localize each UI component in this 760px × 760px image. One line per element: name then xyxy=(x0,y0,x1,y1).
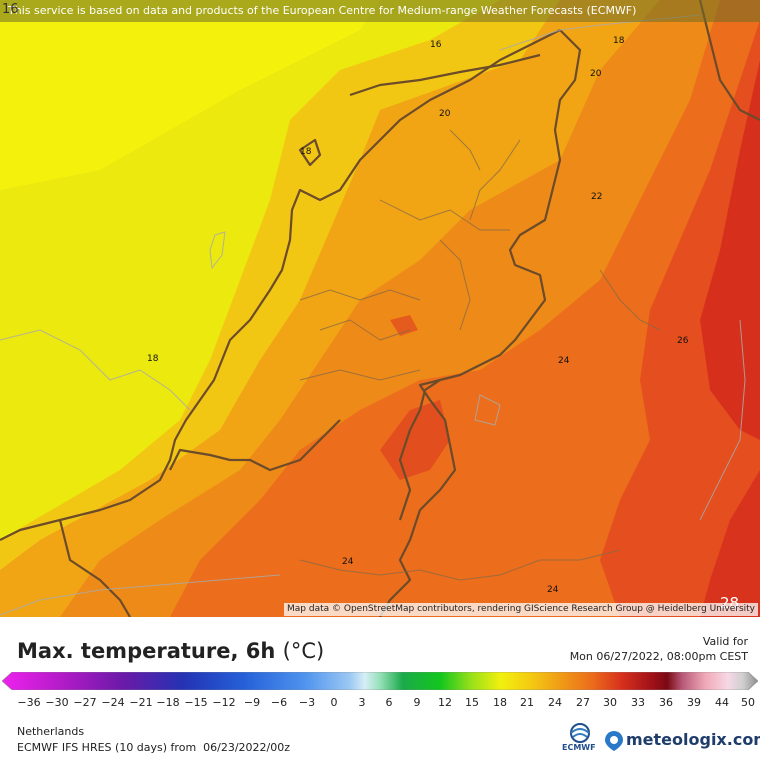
tick-label: 50 xyxy=(741,696,755,709)
meteologix-pin-icon xyxy=(605,731,623,751)
contour-label: 20 xyxy=(590,69,602,79)
contour-label: 24 xyxy=(547,585,559,595)
ecmwf-attribution-banner: This service is based on data and produc… xyxy=(0,0,760,22)
tick-label: 3 xyxy=(358,696,366,709)
region-name: Netherlands xyxy=(17,725,85,738)
tick-label: −27 xyxy=(73,696,97,709)
tick-label: −3 xyxy=(298,696,316,709)
contour-label: 18 xyxy=(613,36,625,46)
contour-label: 18 xyxy=(300,147,312,157)
corner-label-top-left: 16 xyxy=(2,2,19,17)
meteologix-logo[interactable]: meteologix.com xyxy=(604,730,760,752)
valid-date: Mon 06/27/2022, 08:00pm CEST xyxy=(569,650,748,663)
tick-label: −21 xyxy=(129,696,153,709)
ecmwf-logo[interactable]: ECMWF xyxy=(560,721,600,755)
tick-label: 33 xyxy=(631,696,645,709)
contour-label: 18 xyxy=(147,354,159,364)
tick-label: −15 xyxy=(184,696,208,709)
tick-label: −6 xyxy=(270,696,288,709)
tick-label: 12 xyxy=(438,696,452,709)
tick-label: 44 xyxy=(715,696,729,709)
tick-label: 0 xyxy=(330,696,338,709)
tick-label: 30 xyxy=(603,696,617,709)
contour-label: 16 xyxy=(430,40,442,50)
tick-label: −12 xyxy=(212,696,236,709)
contour-label: 24 xyxy=(558,356,570,366)
contour-label: 20 xyxy=(439,109,451,119)
tick-label: −30 xyxy=(45,696,69,709)
legend-unit: (°C) xyxy=(282,639,325,663)
color-scale-ticks: −36 −30 −27 −24 −21 −18 −15 −12 −9 −6 −3… xyxy=(0,696,760,710)
model-run: ECMWF IFS HRES (10 days) from 06/23/2022… xyxy=(17,741,291,754)
tick-label: 36 xyxy=(659,696,673,709)
tick-label: −24 xyxy=(101,696,125,709)
ecmwf-globe-icon xyxy=(570,723,590,743)
legend-panel: Max. temperature, 6h (°C) Valid for Mon … xyxy=(0,617,760,760)
tick-label: 18 xyxy=(493,696,507,709)
tick-label: 9 xyxy=(413,696,421,709)
contour-label: 26 xyxy=(677,336,689,346)
tick-label: −36 xyxy=(17,696,41,709)
tick-label: −18 xyxy=(156,696,180,709)
tick-label: 6 xyxy=(385,696,393,709)
temperature-field xyxy=(0,0,760,617)
tick-label: 15 xyxy=(465,696,479,709)
valid-for-label: Valid for xyxy=(702,635,748,648)
tick-label: −9 xyxy=(243,696,261,709)
color-scale-bar xyxy=(2,672,758,690)
tick-label: 27 xyxy=(576,696,590,709)
ecmwf-logo-text: ECMWF xyxy=(562,743,596,752)
map-attribution[interactable]: Map data © OpenStreetMap contributors, r… xyxy=(284,603,758,616)
meteologix-brand-text: meteologix.com xyxy=(626,730,760,749)
tick-label: 21 xyxy=(520,696,534,709)
weather-map[interactable]: This service is based on data and produc… xyxy=(0,0,760,617)
contour-label: 24 xyxy=(342,557,354,567)
tick-label: 39 xyxy=(687,696,701,709)
contour-label: 22 xyxy=(591,192,603,202)
tick-label: 24 xyxy=(548,696,562,709)
legend-title: Max. temperature, 6h (°C) xyxy=(17,639,324,663)
legend-title-text: Max. temperature, 6h xyxy=(17,639,276,663)
